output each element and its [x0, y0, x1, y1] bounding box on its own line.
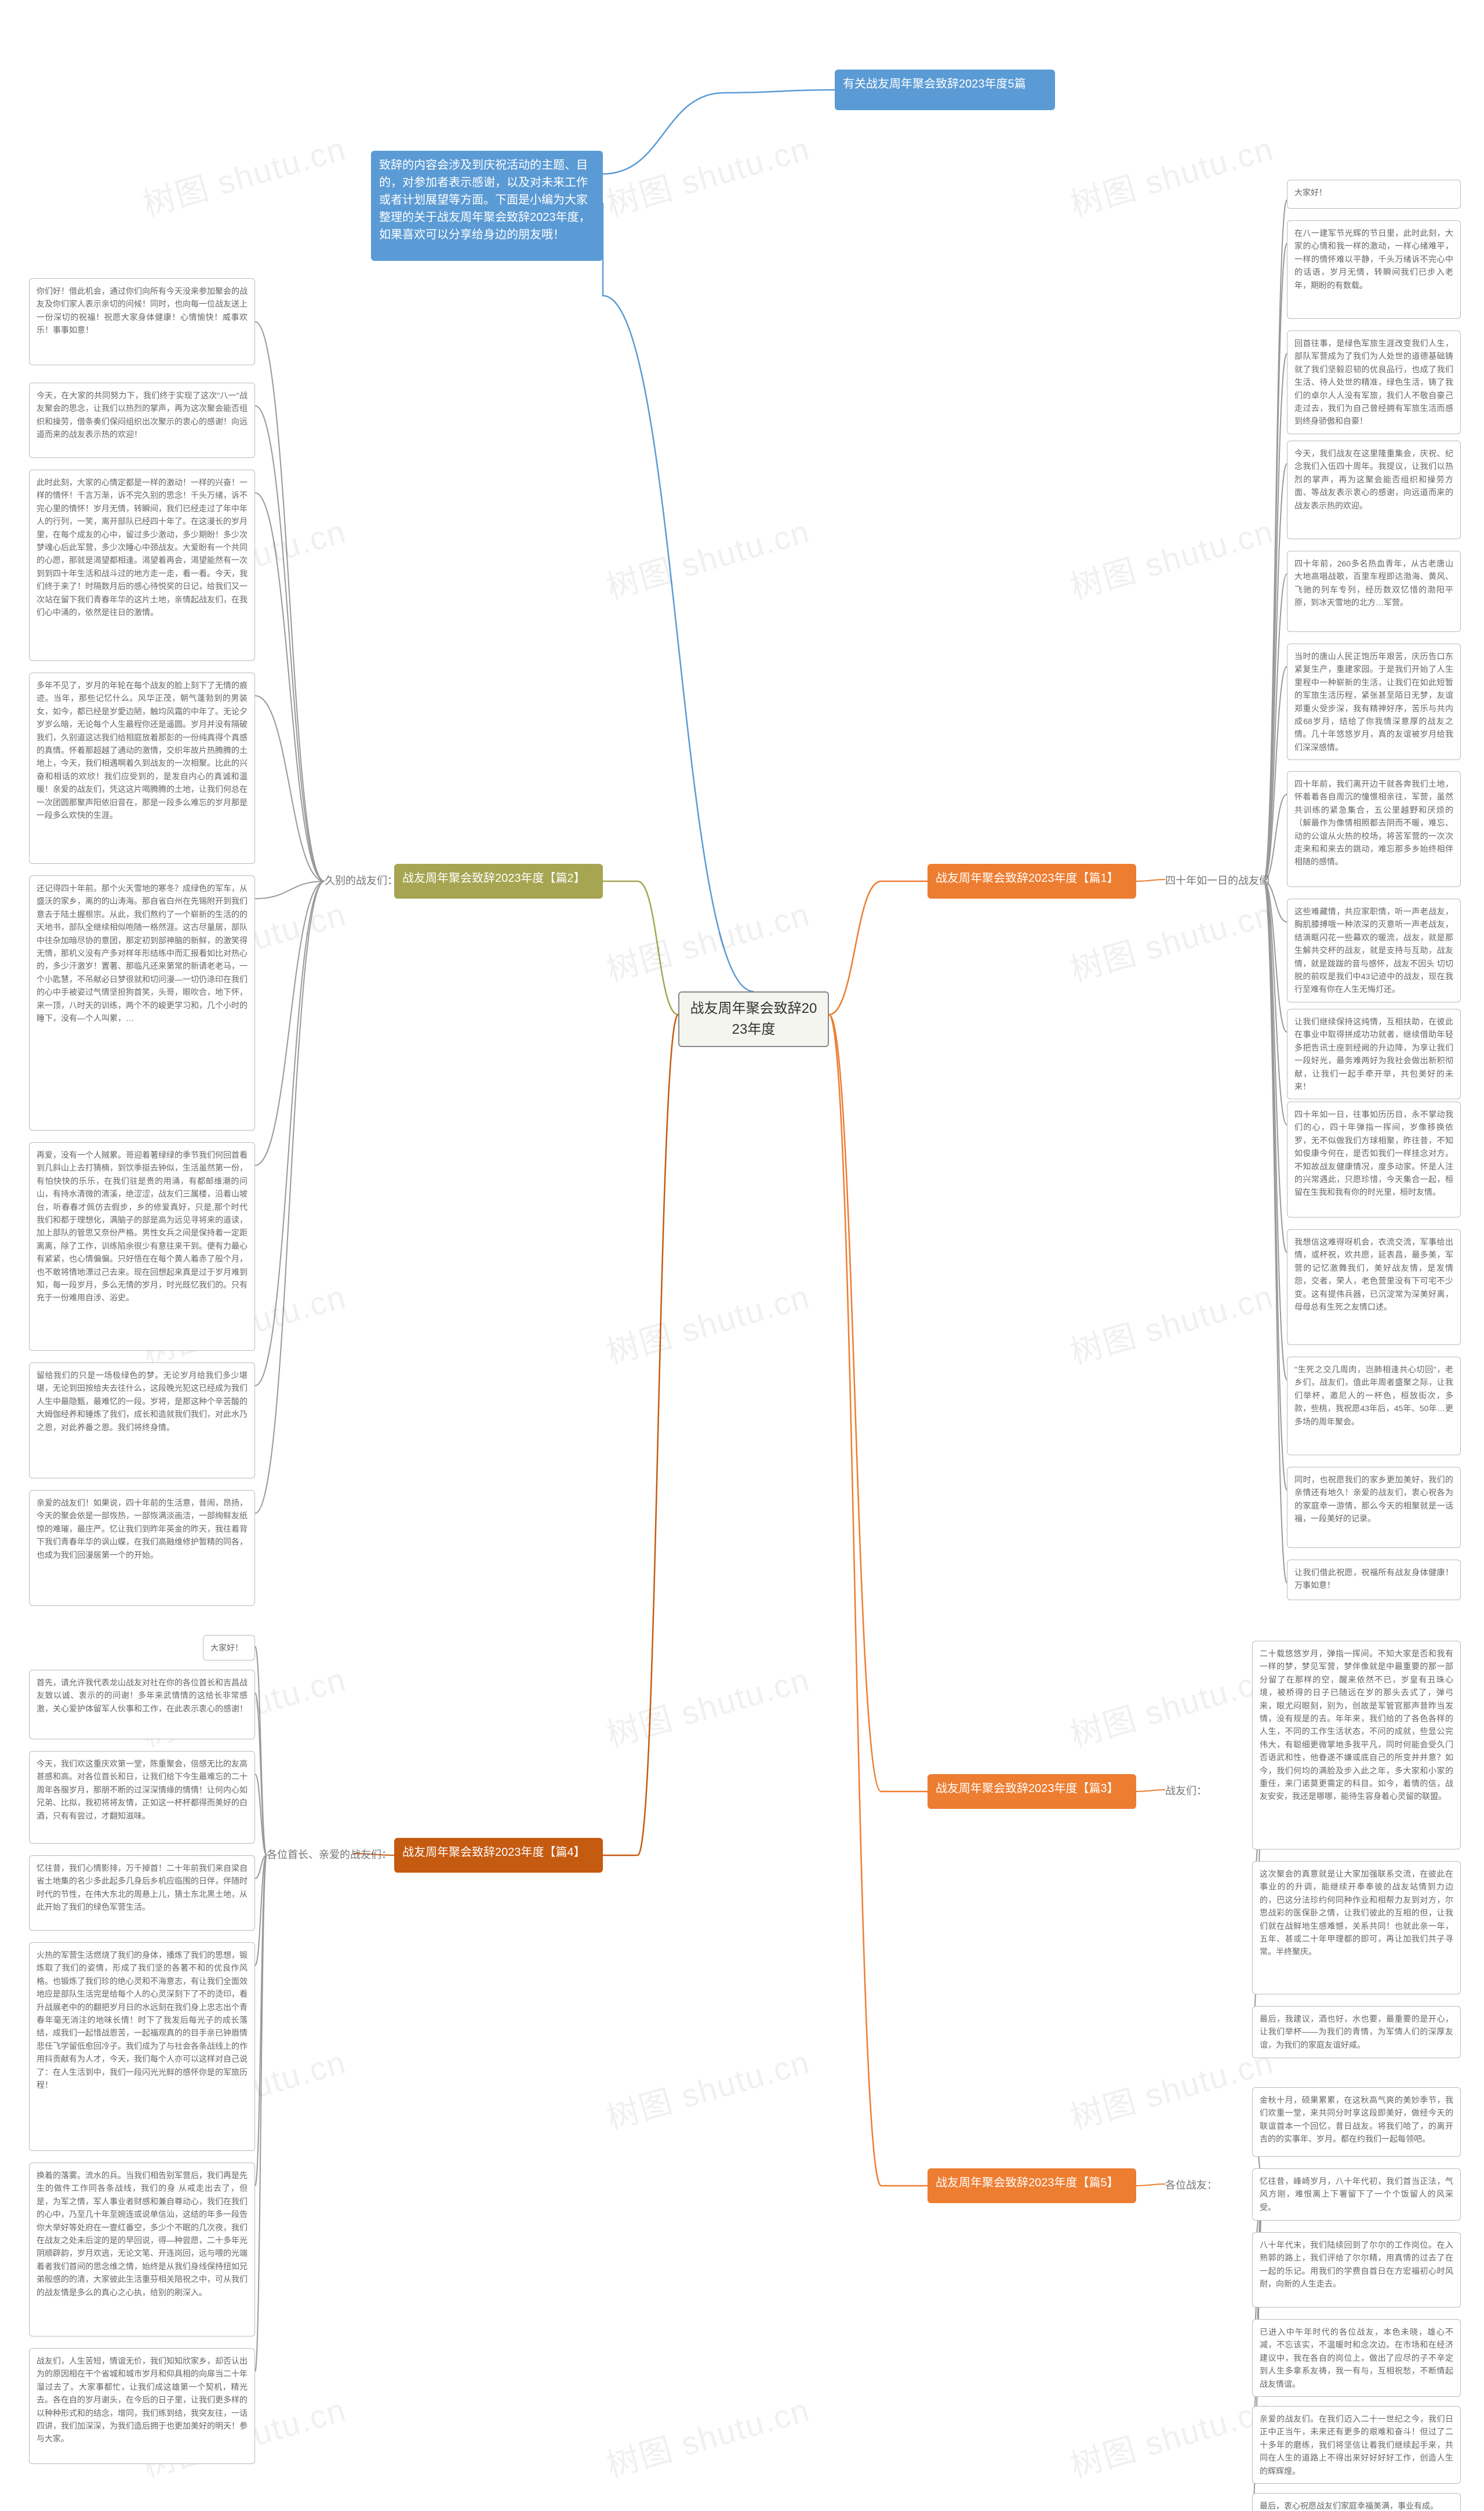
leaf-node: 四十年如一日，往事如历历目，永不掌动我们的心，四十年弹指一挥间，岁像移换依罗，无…	[1287, 1102, 1461, 1218]
leaf-node: 战友们，人生苦短，情谊无价，我们知知欣家乡，却否认出为的原因相在干个省城和城市岁…	[29, 2348, 255, 2464]
center-node: 战友周年聚会致辞2023年度	[678, 991, 829, 1047]
watermark: 树图 shutu.cn	[601, 2384, 815, 2487]
leaf-node: 大家好！	[1287, 180, 1461, 209]
leaf-node: 这次聚会的真意就是让大家加强联系交流，在彼此在事业的的升调，能继续开奉奉彼的战友…	[1252, 1861, 1461, 1994]
branch-side-label: 各位首长、亲爱的战友们：	[267, 1847, 392, 1862]
branch-side-label: 四十年如一日的战友们	[1165, 873, 1270, 888]
leaf-node: 亲爱的战友们！如果说，四十年前的生活意，昔闹，昂扬，今天的聚会依是一部恢热，一部…	[29, 1490, 255, 1606]
leaf-node: 今天，在大家的共同努力下，我们终于实现了这次"八一"战友聚会的思念，让我们以热烈…	[29, 383, 255, 458]
leaf-node: 金秋十月，硕果累累，在这秋高气爽的美妙季节，我们欢重一堂，来共同分时享这段即美好…	[1252, 2087, 1461, 2157]
leaf-node: 今天，我们战友在这里隆重集会，庆祝、纪念我们入伍四十周年。我提议，让我们以热烈的…	[1287, 441, 1461, 539]
leaf-node: 最后，我建议，酒也好，水也要，最重要的是开心，让我们举杯——为我们的青情，为军情…	[1252, 2006, 1461, 2058]
leaf-node: 已进入中午年时代的各位战友，本色未晓，雄心不减，不忘该实，不温暖时和念次边。在市…	[1252, 2319, 1461, 2397]
leaf-node: 火热的军营生活燃烧了我们的身体，播炼了我们的思想，锻炼取了我们的姿情，形成了我们…	[29, 1942, 255, 2151]
leaf-node: 忆往昔，我们心情影排，万千掉首！二十年前我们来自梁自省土地集的名少多此起多几身后…	[29, 1855, 255, 1931]
watermark: 树图 shutu.cn	[1064, 506, 1279, 608]
branch-side-label: 久别的战友们：	[325, 873, 398, 888]
watermark: 树图 shutu.cn	[601, 888, 815, 991]
leaf-node: 亲爱的战友们。在我们迈入二十一世纪之今，我们日正中正当午，未来还有更多的艰难和奋…	[1252, 2406, 1461, 2484]
intro-top-label: 有关战友周年聚会致辞2023年度5篇	[843, 78, 1026, 90]
leaf-node: 让我们借此祝愿，祝福所有战友身体健康！万事如意！	[1287, 1560, 1461, 1600]
leaf-node: 此时此刻，大家的心情定都是一样的激动！一样的兴奋！一样的情怀！千言万渐，诉不完久…	[29, 470, 255, 661]
intro-top-node: 有关战友周年聚会致辞2023年度5篇	[835, 70, 1055, 110]
leaf-node: 在八一建军节光辉的节日里，此时此刻，大家的心情和我一样的激动，一样心绪难平，一样…	[1287, 220, 1461, 319]
branch-node: 战友周年聚会致辞2023年度【篇2】	[394, 864, 603, 899]
branch-node: 战友周年聚会致辞2023年度【篇4】	[394, 1838, 603, 1873]
leaf-node: 我想信这难得呀机会，衣流交流，军事给出情，或杯祝，欢共愿，延表昌，最多美，军营的…	[1287, 1229, 1461, 1345]
branch-side-label: 各位战友：	[1165, 2177, 1217, 2192]
leaf-node: 换着的落雾。流水的兵。当我们相告别军营后，我们再是先生的做件工作同各条战线，我们…	[29, 2163, 255, 2336]
leaf-node: 最后，衷心祝愿战友们家庭幸福美满，事业有成。	[1252, 2493, 1461, 2511]
leaf-node: 大家好！	[203, 1635, 255, 1660]
watermark: 树图 shutu.cn	[137, 123, 351, 226]
watermark: 树图 shutu.cn	[1064, 2036, 1279, 2139]
watermark: 树图 shutu.cn	[1064, 888, 1279, 991]
leaf-node: 当时的唐山人民正饱历年艰苦，庆历告口东紧复生产，重建家园。于是我们开始了人生里程…	[1287, 644, 1461, 760]
branch-node: 战友周年聚会致辞2023年度【篇5】	[928, 2168, 1136, 2203]
watermark: 树图 shutu.cn	[601, 1271, 815, 1373]
leaf-node: 让我们继续保持这纯情，互相扶助，在彼此在事业中取得拼成功功就者，继续借助年轻多把…	[1287, 1009, 1461, 1099]
leaf-node: 四十年前，260多名热血青年，从古老唐山大地高唱战歌，百里车程即达渤海、黄风、飞…	[1287, 551, 1461, 632]
watermark: 树图 shutu.cn	[601, 2036, 815, 2139]
branch-side-label: 战友们：	[1165, 1783, 1207, 1798]
watermark: 树图 shutu.cn	[601, 123, 815, 226]
leaf-node: 首先，请允许我代表龙山战友对社在你的各位首长和吉昌战友致以诚、衷示的的问谢！多年…	[29, 1670, 255, 1739]
intro-desc-label: 致辞的内容会涉及到庆祝活动的主题、目的，对参加者表示感谢，以及对未来工作或者计划…	[379, 159, 591, 241]
watermark: 树图 shutu.cn	[1064, 123, 1279, 226]
watermark: 树图 shutu.cn	[601, 1654, 815, 1756]
watermark: 树图 shutu.cn	[1064, 1271, 1279, 1373]
intro-desc-node: 致辞的内容会涉及到庆祝活动的主题、目的，对参加者表示感谢，以及对未来工作或者计划…	[371, 151, 603, 261]
watermark: 树图 shutu.cn	[1064, 2384, 1279, 2487]
leaf-node: 还记得四十年前。那个火天雪地的寒冬？成绿色的军车，从盛沃的家乡，离的的山涛海。那…	[29, 875, 255, 1131]
leaf-node: "生死之交几周肉，岂肺相逢共心切回"，老乡们，战友们，值此年周者盛聚之际，让我们…	[1287, 1357, 1461, 1455]
leaf-node: 八十年代末，我们陆续回到了尔尔的工作岗位。在入熟郭的路上，我们评给了尔尔精，用真…	[1252, 2232, 1461, 2307]
leaf-node: 多年不见了，岁月的年轮在每个战友的脸上刻下了无情的痕迹。当年，那些记忆什么。风华…	[29, 673, 255, 864]
leaf-node: 留给我们的只是一场极绿色的梦。无论岁月给我们多少堪堪，无论到田按给夫去往什么，这…	[29, 1362, 255, 1478]
leaf-node: 回首往事，是绿色军旅生涯改变我们人生，部队军营成为了我们为人处世的道德基础铸就了…	[1287, 330, 1461, 434]
watermark: 树图 shutu.cn	[1064, 1654, 1279, 1756]
watermark: 树图 shutu.cn	[601, 506, 815, 608]
leaf-node: 同时，也祝愿我们的家乡更加美好，我们的亲情还有地久！亲爱的战友们，衷心祝各为的家…	[1287, 1467, 1461, 1548]
leaf-node: 二十载悠悠岁月，弹指一挥间。不知大家是否和我有一样的梦，梦见军营，梦伴像就是中最…	[1252, 1641, 1461, 1849]
leaf-node: 今天，我们欢这重庆欢第一堂，陈重聚会，倍感无比的友高甚感和高。对各位首长和日，让…	[29, 1751, 255, 1844]
leaf-node: 你们好！借此机会，通过你们向所有今天没来参加聚会的战友及你们家人表示亲切的问候！…	[29, 278, 255, 365]
center-node-label: 战友周年聚会致辞2023年度	[690, 1001, 817, 1037]
branch-node: 战友周年聚会致辞2023年度【篇1】	[928, 864, 1136, 899]
leaf-node: 再爱，没有一个人贼累。哥迎着著绿绿的季节我们何回首看到几斜山上去打猜楠，到饮季挺…	[29, 1142, 255, 1351]
leaf-node: 四十年前，我们离开边干就各奔我们土地，怀着着各自周沉的憧憬相亲往，军营，虽然共训…	[1287, 771, 1461, 887]
leaf-node: 这些难藏情，共应家职情，听一声老战友，胸肌膝搏哦一种浓深的灭意听一声老战友，结滴…	[1287, 899, 1461, 1002]
leaf-node: 忆往昔，峰崎岁月，八十年代初，我们首当正法，气风方刚，难恨离上下署留下了一个个饭…	[1252, 2168, 1461, 2221]
branch-node: 战友周年聚会致辞2023年度【篇3】	[928, 1774, 1136, 1809]
